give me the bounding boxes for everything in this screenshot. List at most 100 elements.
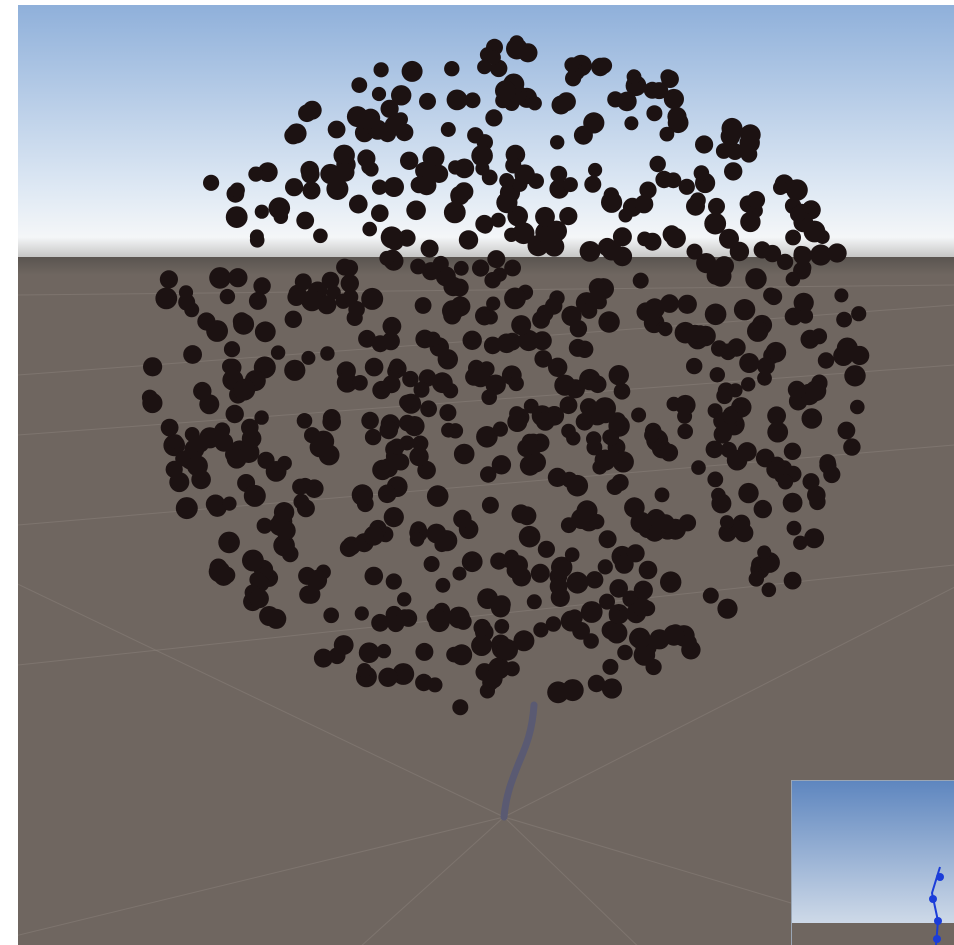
particle bbox=[724, 162, 743, 181]
particle bbox=[548, 357, 568, 377]
particle bbox=[294, 273, 312, 291]
particle bbox=[223, 341, 241, 358]
particle bbox=[399, 394, 415, 411]
particle bbox=[193, 381, 212, 401]
particle bbox=[371, 204, 389, 222]
particle bbox=[431, 372, 453, 394]
particle bbox=[486, 296, 501, 311]
particle bbox=[487, 250, 506, 269]
particle bbox=[378, 667, 398, 687]
particle bbox=[718, 523, 737, 542]
particle bbox=[588, 278, 608, 298]
particle bbox=[533, 622, 549, 638]
particle bbox=[564, 57, 580, 73]
particle bbox=[720, 441, 737, 458]
particle bbox=[559, 396, 578, 415]
particle bbox=[675, 394, 696, 416]
particle bbox=[490, 212, 506, 228]
particle bbox=[208, 560, 231, 583]
particle bbox=[534, 350, 552, 368]
scene-viewport[interactable] bbox=[18, 5, 954, 945]
particle bbox=[462, 330, 482, 350]
particle bbox=[142, 392, 163, 414]
grid-line bbox=[503, 816, 638, 945]
particle bbox=[837, 421, 856, 440]
particle bbox=[733, 299, 756, 321]
scene-render[interactable] bbox=[18, 5, 954, 945]
particle bbox=[680, 634, 697, 651]
particle bbox=[301, 350, 316, 365]
particle bbox=[383, 506, 404, 528]
particle bbox=[663, 624, 685, 646]
particle bbox=[665, 172, 682, 189]
particle bbox=[819, 454, 836, 471]
particle bbox=[425, 331, 441, 347]
particle bbox=[491, 455, 512, 475]
particle bbox=[483, 336, 502, 355]
particle bbox=[382, 316, 402, 336]
particle bbox=[677, 423, 693, 440]
particle bbox=[415, 642, 434, 661]
particle bbox=[782, 492, 803, 513]
particle bbox=[361, 411, 379, 430]
particle bbox=[532, 331, 552, 351]
particle bbox=[513, 630, 535, 652]
particle bbox=[651, 82, 669, 99]
particle bbox=[400, 151, 419, 170]
particle bbox=[535, 411, 555, 431]
grid-line bbox=[503, 586, 954, 818]
particle bbox=[757, 545, 772, 560]
particle bbox=[379, 250, 395, 266]
particle bbox=[265, 461, 287, 482]
particle bbox=[827, 243, 847, 263]
particle bbox=[452, 699, 469, 716]
particle bbox=[444, 61, 460, 77]
particle bbox=[284, 359, 306, 381]
particle bbox=[287, 288, 306, 306]
particle bbox=[691, 325, 709, 343]
particle bbox=[753, 499, 772, 519]
camera-preview[interactable] bbox=[791, 780, 954, 945]
particle bbox=[546, 220, 567, 242]
particle bbox=[678, 178, 695, 195]
particle bbox=[704, 212, 727, 235]
particle bbox=[333, 635, 354, 655]
particle bbox=[645, 658, 662, 676]
particle bbox=[486, 50, 501, 65]
particle bbox=[608, 365, 629, 386]
particle bbox=[420, 400, 437, 418]
particle bbox=[753, 241, 771, 259]
particle bbox=[351, 77, 368, 93]
particle bbox=[695, 135, 714, 154]
particle bbox=[285, 178, 304, 197]
particle bbox=[613, 383, 631, 400]
particle bbox=[451, 644, 473, 666]
particle bbox=[643, 232, 662, 251]
particle bbox=[222, 496, 237, 511]
particle bbox=[739, 353, 760, 373]
particle bbox=[384, 115, 405, 136]
particle bbox=[327, 120, 346, 139]
particle bbox=[765, 288, 783, 306]
particle bbox=[767, 406, 786, 426]
particle bbox=[273, 502, 295, 523]
particle bbox=[850, 399, 865, 415]
particle bbox=[481, 496, 499, 514]
particle bbox=[323, 607, 340, 624]
particle bbox=[739, 124, 761, 146]
particle bbox=[786, 179, 808, 201]
particle bbox=[435, 577, 451, 593]
particle bbox=[229, 182, 245, 198]
particle bbox=[843, 438, 861, 456]
particle bbox=[409, 532, 425, 547]
particle bbox=[155, 287, 178, 310]
particle bbox=[626, 69, 642, 85]
particle bbox=[413, 381, 430, 398]
particle bbox=[320, 346, 335, 361]
particle bbox=[384, 177, 404, 197]
particle bbox=[599, 593, 615, 610]
particle bbox=[588, 375, 607, 394]
particle bbox=[160, 418, 179, 437]
particle bbox=[519, 455, 541, 476]
particle bbox=[591, 57, 610, 77]
